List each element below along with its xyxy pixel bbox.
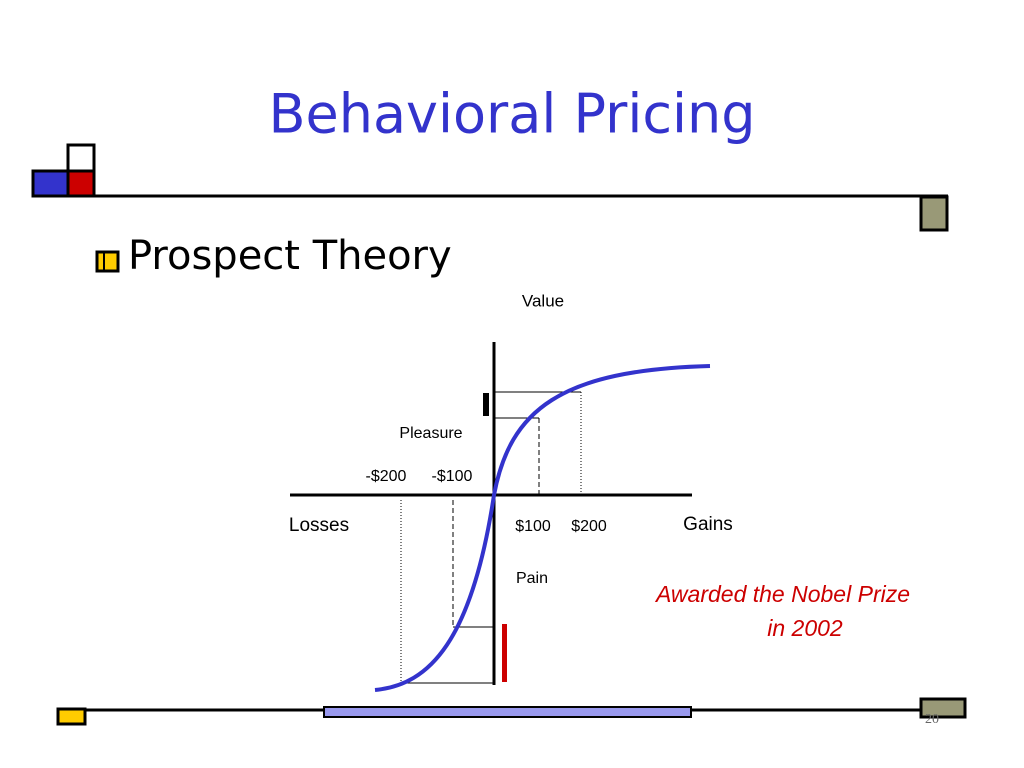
label: Pleasure — [399, 425, 462, 442]
axis-label: Value — [522, 291, 564, 310]
deco-bar — [323, 706, 692, 718]
title: Behavioral Pricing — [268, 83, 755, 146]
deco-square — [31, 169, 70, 198]
page-number: 20 — [925, 712, 939, 727]
deco-square — [919, 195, 949, 232]
label: Gains — [683, 514, 733, 535]
tick-label: $200 — [571, 518, 607, 535]
bullet-text: Prospect Theory — [128, 233, 452, 279]
deco-square — [66, 169, 96, 198]
deco-square — [56, 707, 87, 726]
tick-label: $100 — [515, 518, 551, 535]
gain-bar — [483, 393, 489, 416]
tick-label: -$200 — [366, 468, 407, 485]
label: Losses — [289, 515, 349, 536]
deco-square — [919, 697, 967, 719]
loss-bar — [502, 624, 507, 682]
note: in 2002 — [767, 615, 843, 641]
label: Pain — [516, 570, 548, 587]
value-curve — [374, 364, 711, 692]
deco-square — [66, 143, 96, 173]
bullet-icon — [95, 250, 120, 273]
tick-label: -$100 — [432, 468, 473, 485]
note: Awarded the Nobel Prize — [654, 581, 910, 607]
